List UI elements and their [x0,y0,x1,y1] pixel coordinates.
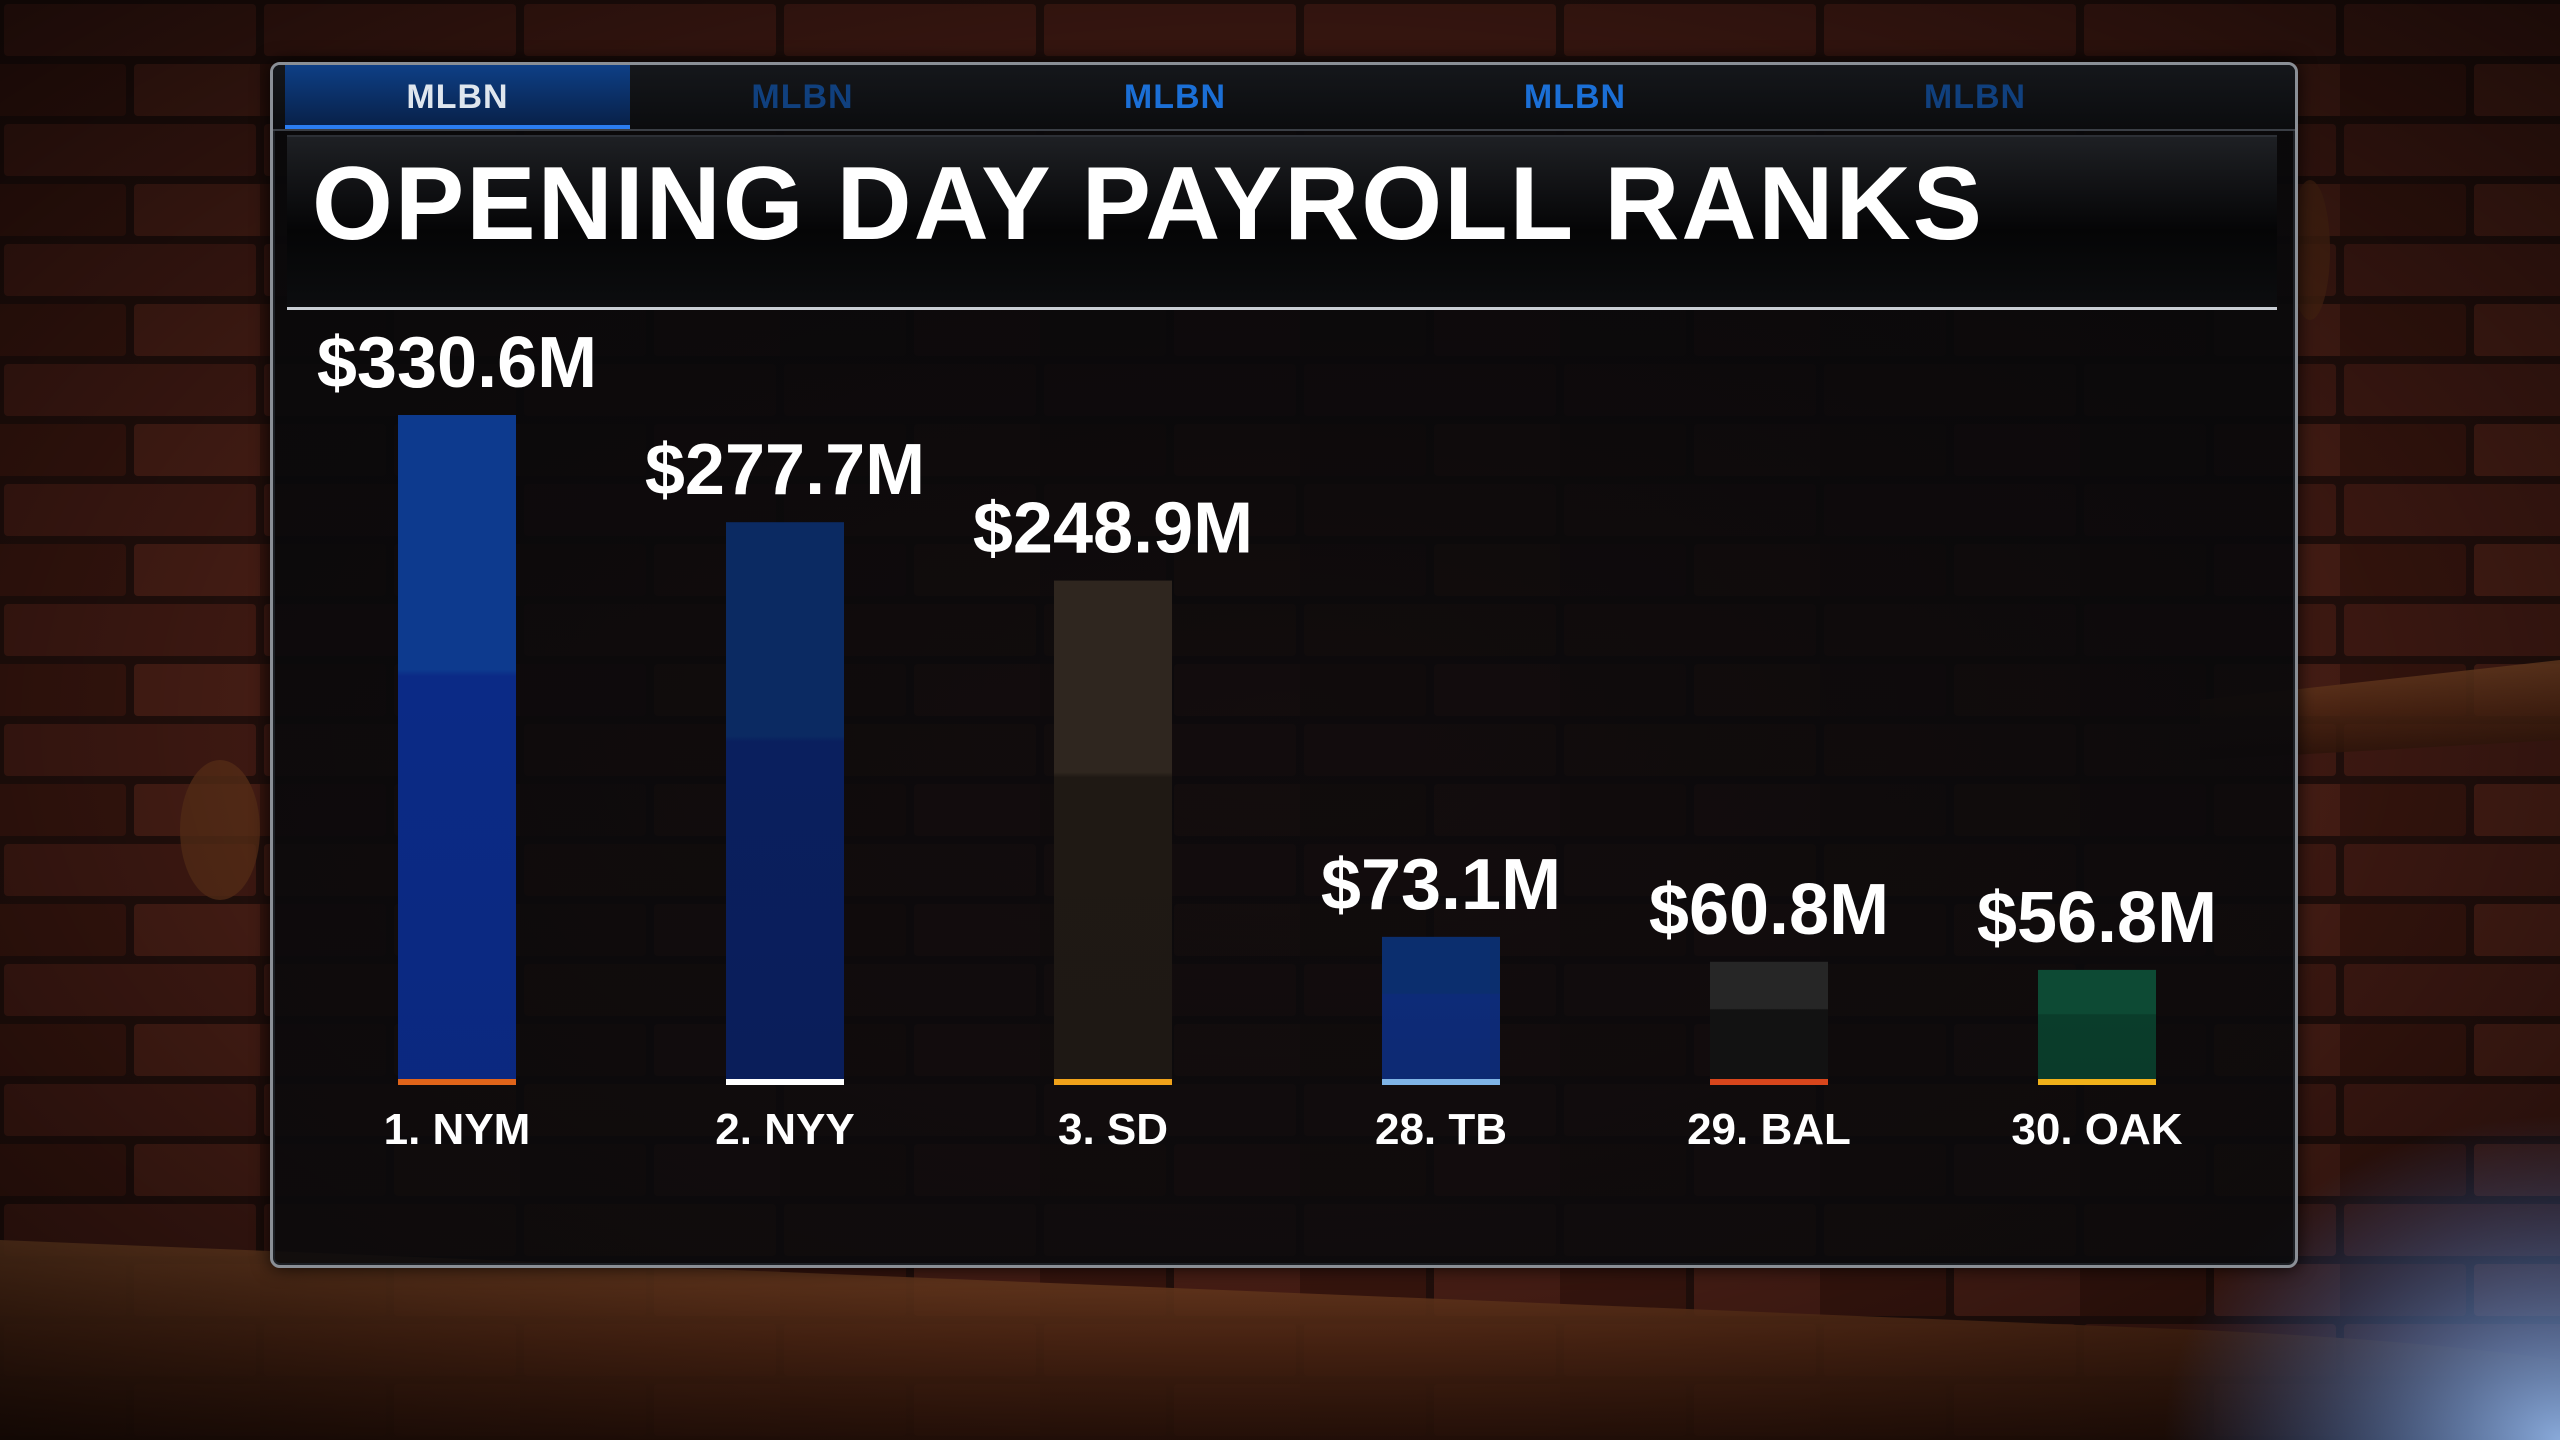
chart-title: OPENING DAY PAYROLL RANKS [312,146,1985,262]
tab-mlbn-4[interactable]: MLBN [1523,78,1627,116]
bar-3 [1054,580,1172,1085]
value-label: $330.6M [317,323,597,403]
bar-accent-3 [1054,1079,1172,1085]
bar-1 [398,415,516,1085]
value-label: $56.8M [1977,878,2217,958]
category-label: 28. TB [1375,1105,1507,1154]
bar-4 [1382,936,1500,1085]
network-tab-strip: MLBN MLBN MLBN MLBN MLBN [273,65,2295,131]
bar-2 [726,522,844,1085]
value-label: $248.9M [973,489,1253,569]
bar-accent-4 [1382,1079,1500,1085]
category-label: 3. SD [1058,1105,1168,1154]
category-label: 29. BAL [1687,1105,1851,1154]
tab-mlbn-5[interactable]: MLBN [1923,78,2027,116]
value-label: $60.8M [1649,870,1889,950]
tab-mlbn-3[interactable]: MLBN [1123,78,1227,116]
tab-mlbn-1[interactable]: MLBN [285,65,630,129]
tab-mlbn-2[interactable]: MLBN [751,78,854,116]
bar-accent-5 [1710,1079,1828,1085]
bar-5 [1710,961,1828,1085]
category-label: 30. OAK [2011,1105,2182,1154]
bar-accent-6 [2038,1079,2156,1085]
category-label: 2. NYY [715,1105,854,1154]
value-label: $73.1M [1321,845,1561,925]
bar-accent-2 [726,1079,844,1085]
category-label: 1. NYM [384,1105,531,1154]
title-bar [287,135,2277,310]
value-label: $277.7M [645,430,925,510]
bar-6 [2038,969,2156,1085]
graphic-panel: MLBN MLBN MLBN MLBN MLBN [270,62,2298,1268]
bar-accent-1 [398,1079,516,1085]
